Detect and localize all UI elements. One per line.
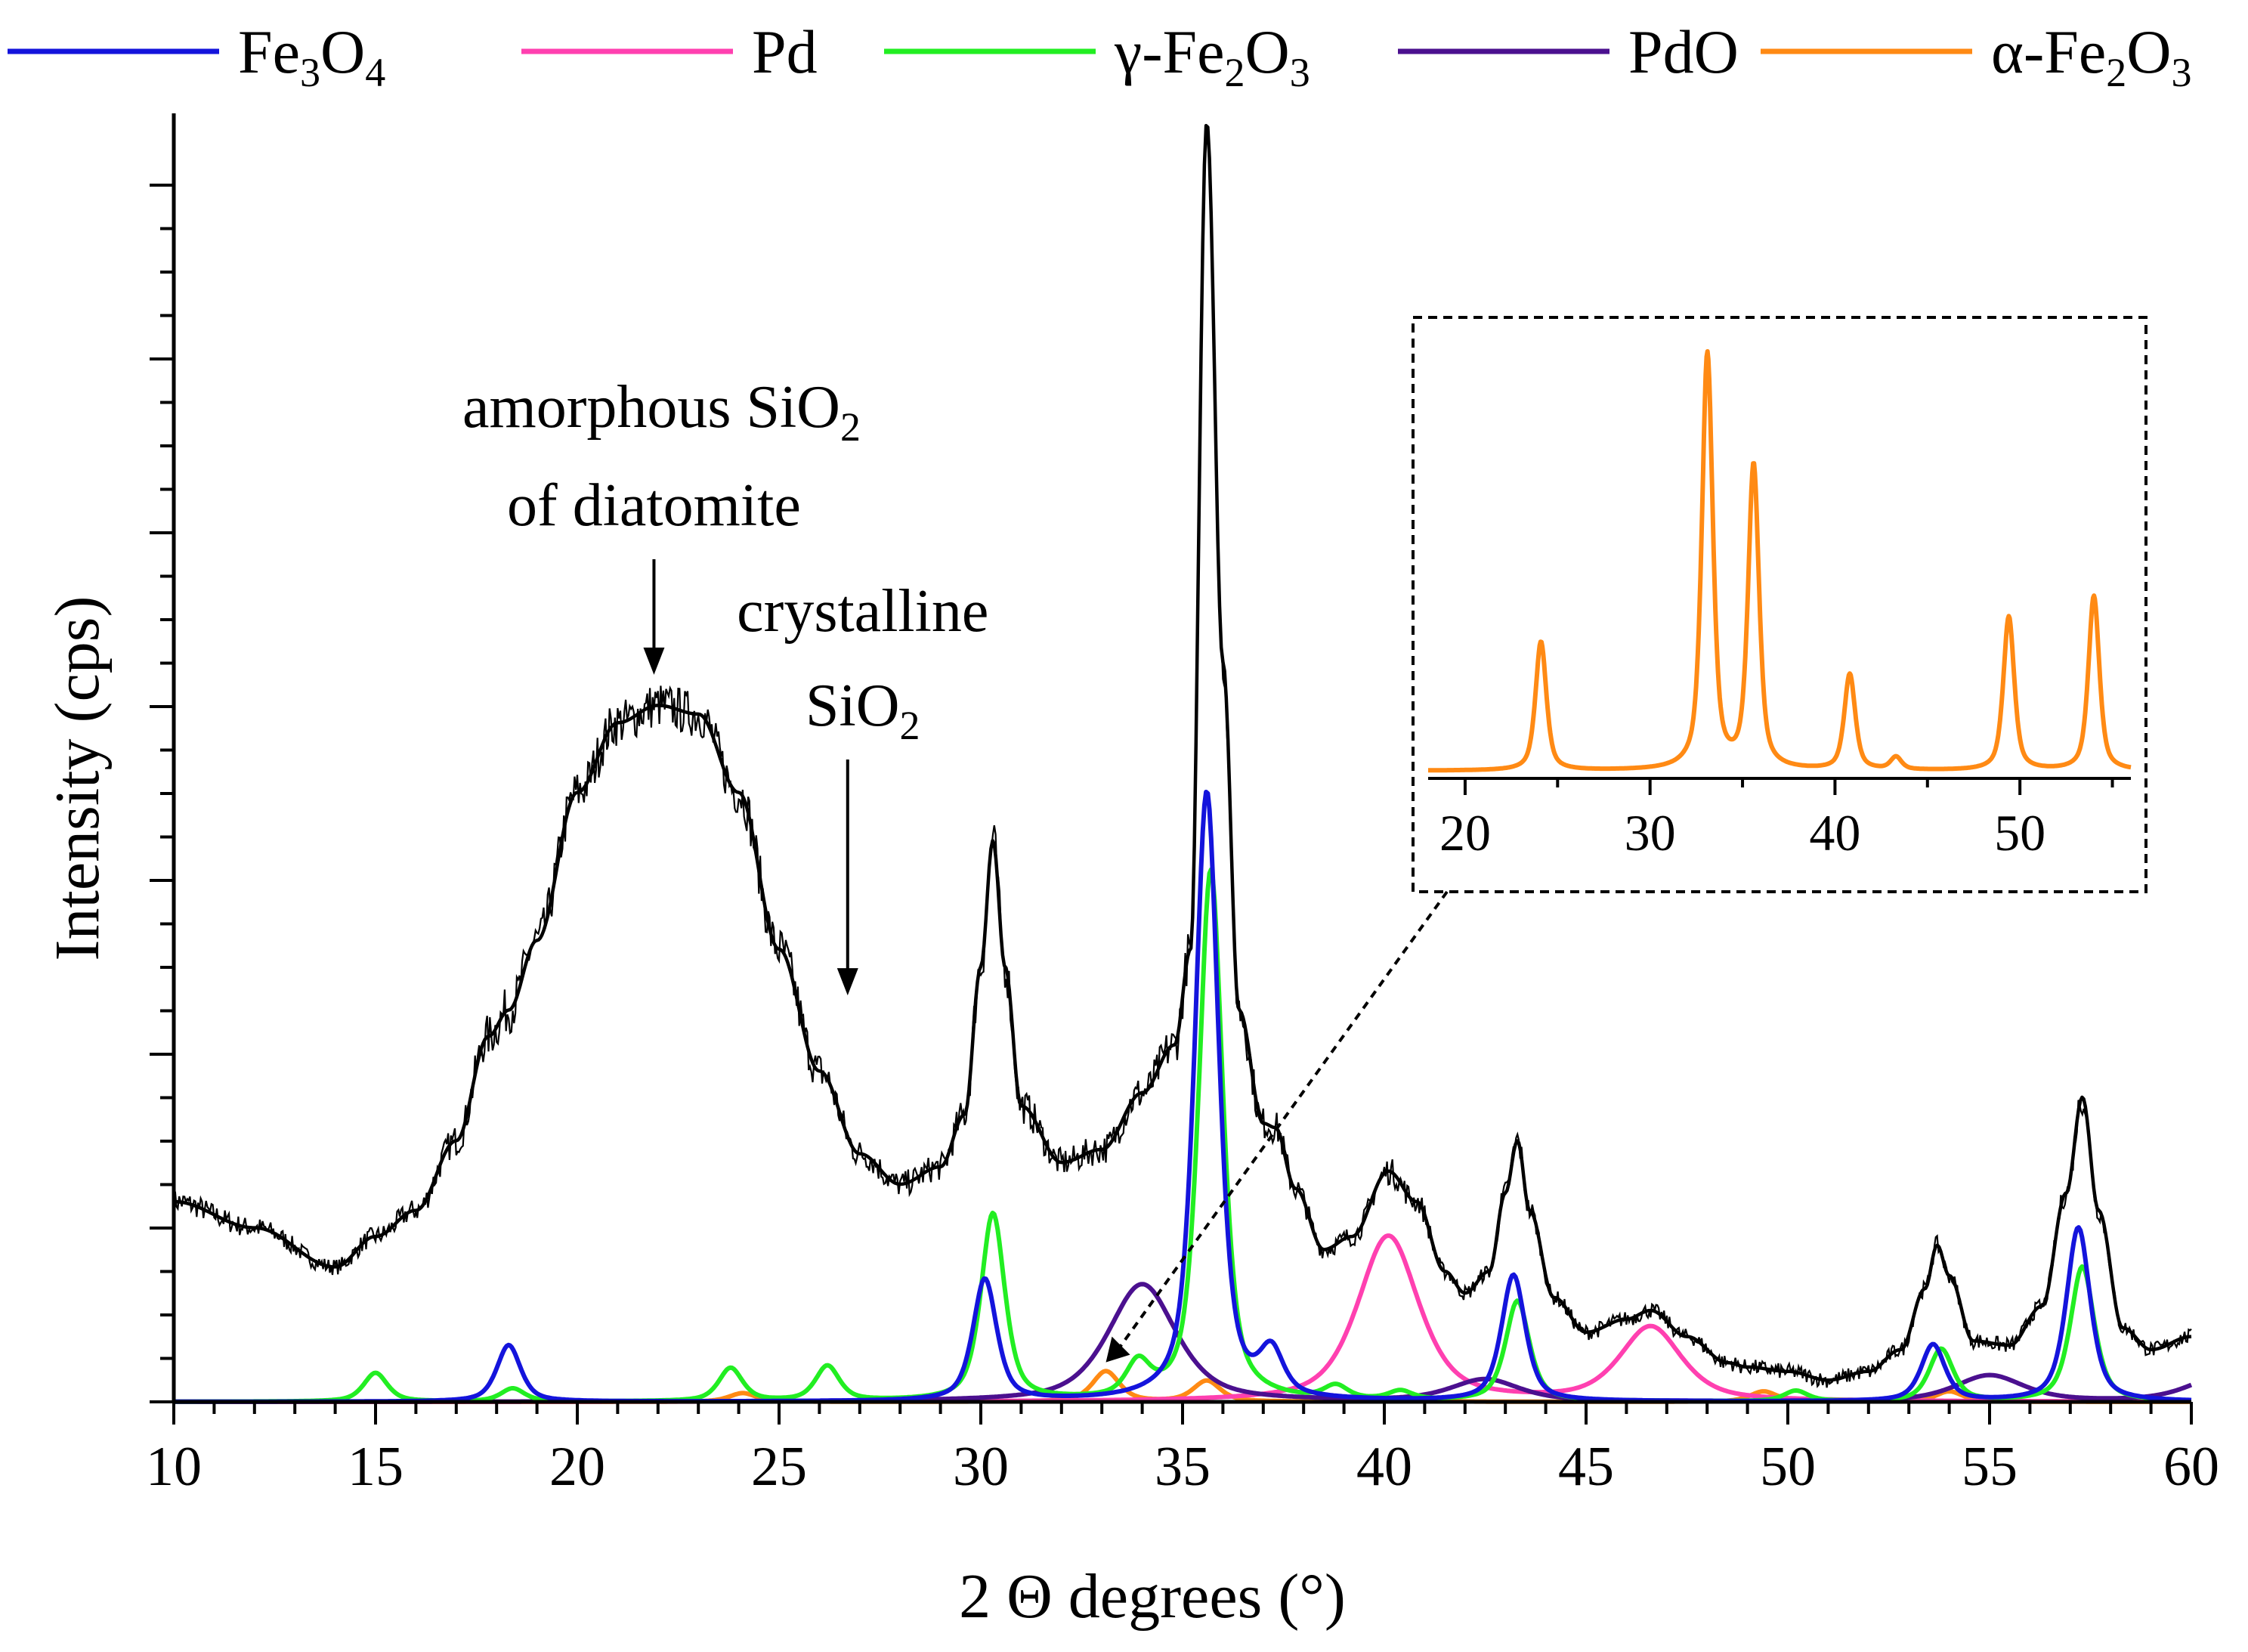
legend-item-pd: Pd <box>521 17 818 86</box>
annotations: amorphous SiO2 of diatomite crystalline SiO… <box>462 374 988 996</box>
x-tick-label: 30 <box>953 1436 1009 1498</box>
x-tick-label: 25 <box>751 1436 807 1498</box>
axes: 10 15 20 25 30 35 40 45 50 55 60 <box>146 113 2219 1498</box>
annotation-crystalline-line2: SiO2 <box>806 673 920 748</box>
x-axis-title: 2 Θ degrees (°) <box>959 1561 1346 1632</box>
legend-item-pdo: PdO <box>1398 17 1739 86</box>
x-tick-label: 35 <box>1155 1436 1211 1498</box>
x-tick-label: 10 <box>146 1436 202 1498</box>
legend: Fe3O4 Pd γ-Fe2O3 PdO α-Fe2O3 <box>8 17 2192 95</box>
x-tick-label: 20 <box>549 1436 605 1498</box>
x-tick-label: 45 <box>1558 1436 1614 1498</box>
inset-tick-label: 40 <box>1809 804 1860 862</box>
series-observed-fit <box>173 123 2192 1382</box>
annotation-crystalline-arrow-head <box>836 968 858 996</box>
legend-label-afe2o3: α-Fe2O3 <box>1991 17 2192 95</box>
annotation-amorphous-line2: of diatomite <box>507 472 801 539</box>
legend-label-pdo: PdO <box>1628 17 1739 86</box>
x-tick-label: 15 <box>348 1436 404 1498</box>
series-gfe2o3 <box>173 867 2192 1404</box>
inset-tick-label: 20 <box>1439 804 1491 862</box>
x-tick-label: 55 <box>1962 1436 2018 1498</box>
legend-item-fe3o4: Fe3O4 <box>8 17 385 95</box>
inset-tick-label: 50 <box>1994 804 2045 862</box>
legend-label-pd: Pd <box>752 17 818 86</box>
x-tick-label: 50 <box>1760 1436 1816 1498</box>
plot-area: 10 15 20 25 30 35 40 45 50 55 60 amorphous SiO2 of … <box>146 113 2219 1498</box>
inset-pointer-line <box>1115 890 1449 1353</box>
inset-pointer-head <box>1105 1336 1130 1363</box>
inset-alpha-fe2o3: 20 30 40 50 <box>1105 316 2148 1363</box>
legend-item-afe2o3: α-Fe2O3 <box>1761 17 2192 95</box>
series-pdo <box>173 1282 2193 1404</box>
inset-series-afe2o3 <box>1427 349 2132 773</box>
legend-item-gfe2o3: γ-Fe2O3 <box>884 17 1310 95</box>
annotation-amorphous-line1: amorphous SiO2 <box>462 374 861 450</box>
inset-frame <box>1412 316 2148 893</box>
legend-label-fe3o4: Fe3O4 <box>238 17 385 95</box>
annotation-amorphous-arrow-head <box>643 647 665 675</box>
inset-tick-label: 30 <box>1625 804 1676 862</box>
x-tick-label: 40 <box>1356 1436 1412 1498</box>
legend-label-gfe2o3: γ-Fe2O3 <box>1114 17 1310 95</box>
x-tick-label: 60 <box>2163 1436 2219 1498</box>
annotation-crystalline-line1: crystalline <box>737 578 988 645</box>
y-axis-title: Intensity (cps) <box>42 596 113 961</box>
